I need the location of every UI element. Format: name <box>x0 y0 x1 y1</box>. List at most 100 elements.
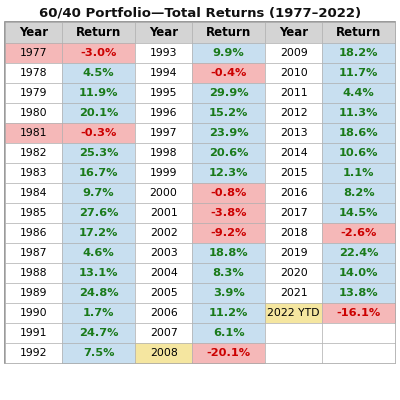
Bar <box>62 203 135 223</box>
Text: 1996: 1996 <box>150 108 177 118</box>
Text: 18.8%: 18.8% <box>209 248 248 258</box>
Text: 1980: 1980 <box>20 108 48 118</box>
Bar <box>265 323 322 343</box>
Bar <box>5 22 62 43</box>
Text: 2011: 2011 <box>280 88 308 98</box>
Text: 15.2%: 15.2% <box>209 108 248 118</box>
Bar <box>135 343 192 363</box>
Bar <box>135 243 192 263</box>
Bar <box>5 243 62 263</box>
Bar <box>192 223 265 243</box>
Text: 11.9%: 11.9% <box>79 88 118 98</box>
Bar <box>5 123 62 143</box>
Text: 1.7%: 1.7% <box>83 308 114 318</box>
Text: 2015: 2015 <box>280 168 308 178</box>
Text: 7.5%: 7.5% <box>83 348 114 358</box>
Text: 2004: 2004 <box>150 268 178 278</box>
Bar <box>265 143 322 163</box>
Bar <box>62 323 135 343</box>
Bar <box>135 183 192 203</box>
Text: 4.4%: 4.4% <box>343 88 374 98</box>
Text: Year: Year <box>19 26 48 39</box>
Text: 2005: 2005 <box>150 288 178 298</box>
Text: 2012: 2012 <box>280 108 308 118</box>
Bar <box>265 123 322 143</box>
Text: 1982: 1982 <box>20 148 47 158</box>
Text: 1977: 1977 <box>20 48 47 58</box>
Text: 12.3%: 12.3% <box>209 168 248 178</box>
Bar <box>5 263 62 283</box>
Bar <box>5 22 395 363</box>
Bar <box>265 83 322 103</box>
Bar <box>5 303 62 323</box>
Bar <box>265 223 322 243</box>
Bar <box>62 183 135 203</box>
Bar <box>62 43 135 63</box>
Bar <box>192 303 265 323</box>
Text: 1983: 1983 <box>20 168 47 178</box>
Bar <box>192 323 265 343</box>
Bar <box>135 203 192 223</box>
Text: 11.7%: 11.7% <box>339 68 378 78</box>
Bar <box>192 43 265 63</box>
Text: 2000: 2000 <box>150 188 178 198</box>
Bar <box>135 83 192 103</box>
Bar <box>265 343 322 363</box>
Bar <box>322 343 395 363</box>
Text: 18.2%: 18.2% <box>339 48 378 58</box>
Bar <box>135 22 192 43</box>
Bar <box>62 103 135 123</box>
Bar <box>135 263 192 283</box>
Bar <box>265 263 322 283</box>
Text: -16.1%: -16.1% <box>336 308 381 318</box>
Text: 10.6%: 10.6% <box>339 148 378 158</box>
Text: 3.9%: 3.9% <box>213 288 244 298</box>
Bar <box>5 83 62 103</box>
Bar <box>265 63 322 83</box>
Text: 22.4%: 22.4% <box>339 248 378 258</box>
Bar <box>5 183 62 203</box>
Text: 1986: 1986 <box>20 228 47 238</box>
Text: 1978: 1978 <box>20 68 47 78</box>
Bar <box>322 183 395 203</box>
Text: 20.1%: 20.1% <box>79 108 118 118</box>
Text: 14.5%: 14.5% <box>339 208 378 218</box>
Text: 2007: 2007 <box>150 328 178 338</box>
Text: 1987: 1987 <box>20 248 47 258</box>
Text: 1984: 1984 <box>20 188 47 198</box>
Text: 1992: 1992 <box>20 348 47 358</box>
Bar <box>135 283 192 303</box>
Bar <box>5 103 62 123</box>
Text: 11.2%: 11.2% <box>209 308 248 318</box>
Bar <box>322 83 395 103</box>
Text: Year: Year <box>279 26 308 39</box>
Text: 25.3%: 25.3% <box>79 148 118 158</box>
Text: -3.8%: -3.8% <box>210 208 247 218</box>
Bar <box>192 123 265 143</box>
Bar <box>5 283 62 303</box>
Bar <box>5 163 62 183</box>
Text: Return: Return <box>206 26 251 39</box>
Text: 24.7%: 24.7% <box>79 328 118 338</box>
Bar <box>192 63 265 83</box>
Bar <box>135 63 192 83</box>
Text: -9.2%: -9.2% <box>210 228 247 238</box>
Bar <box>135 143 192 163</box>
Bar <box>265 243 322 263</box>
Bar <box>192 343 265 363</box>
Text: 1988: 1988 <box>20 268 47 278</box>
Text: 18.6%: 18.6% <box>339 128 378 138</box>
Bar <box>322 143 395 163</box>
Bar <box>192 183 265 203</box>
Bar <box>62 83 135 103</box>
Bar <box>5 323 62 343</box>
Text: 1989: 1989 <box>20 288 47 298</box>
Bar <box>265 283 322 303</box>
Text: 2017: 2017 <box>280 208 308 218</box>
Text: 13.1%: 13.1% <box>79 268 118 278</box>
Text: -0.4%: -0.4% <box>210 68 247 78</box>
Text: Return: Return <box>76 26 121 39</box>
Bar <box>192 22 265 43</box>
Text: 9.7%: 9.7% <box>83 188 114 198</box>
Bar <box>265 303 322 323</box>
